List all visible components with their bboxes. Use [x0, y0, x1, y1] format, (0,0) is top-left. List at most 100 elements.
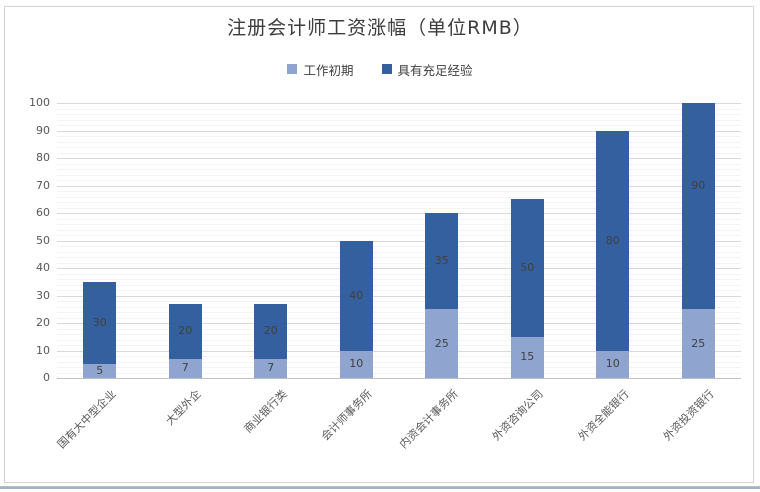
minor-gridline	[57, 334, 741, 335]
minor-gridline	[57, 207, 741, 209]
minor-gridline	[57, 328, 741, 330]
minor-gridline	[57, 279, 741, 280]
minor-gridline	[57, 218, 741, 220]
minor-gridline	[57, 301, 741, 302]
legend-item-experienced: 具有充足经验	[381, 60, 473, 79]
data-label-experienced: 40	[349, 288, 364, 302]
y-axis-tick-label: 40	[36, 261, 50, 274]
data-label-early-career: 10	[605, 357, 620, 371]
minor-gridline	[57, 290, 741, 291]
bar-segment-early-career	[596, 350, 630, 378]
y-axis-tick-label: 60	[36, 206, 50, 219]
minor-gridline	[57, 180, 741, 181]
bar-segment-early-career	[510, 336, 544, 378]
bar-segment-early-career	[254, 358, 288, 378]
x-axis-line	[57, 378, 741, 379]
y-axis-tick-label: 50	[36, 233, 50, 247]
minor-gridline	[57, 257, 741, 258]
data-label-early-career: 7	[267, 361, 275, 375]
data-label-early-career: 10	[349, 357, 364, 371]
minor-gridline	[57, 196, 741, 198]
major-gridline	[57, 158, 741, 159]
minor-gridline	[57, 125, 741, 126]
legend-label-experienced: 具有充足经验	[397, 62, 473, 78]
y-axis-tick-label: 100	[29, 96, 50, 109]
y-axis-tick-label: 90	[36, 123, 50, 137]
minor-gridline	[57, 169, 741, 170]
minor-gridline	[57, 246, 741, 247]
major-gridline	[57, 103, 741, 104]
minor-gridline	[57, 202, 741, 203]
bar-segment-experienced	[339, 240, 373, 351]
minor-gridline	[57, 284, 741, 286]
minor-gridline	[57, 361, 741, 363]
minor-gridline	[57, 345, 741, 346]
data-label-experienced: 35	[434, 254, 449, 268]
major-gridline	[57, 213, 741, 214]
bar-segment-experienced	[168, 303, 202, 359]
major-gridline	[57, 350, 741, 352]
bar-segment-experienced	[83, 281, 117, 365]
data-label-early-career: 5	[96, 364, 104, 378]
minor-gridline	[57, 372, 741, 374]
data-label-early-career: 25	[434, 336, 449, 350]
data-label-experienced: 50	[520, 261, 535, 274]
y-axis-tick-label: 80	[36, 151, 50, 164]
bar-segment-early-career	[339, 350, 373, 378]
bar-segment-experienced	[425, 213, 459, 310]
major-gridline	[57, 323, 741, 324]
legend-swatch-experienced	[381, 64, 392, 74]
minor-gridline	[57, 136, 741, 137]
minor-gridline	[57, 174, 741, 176]
major-gridline	[57, 130, 741, 132]
data-label-experienced: 90	[691, 178, 706, 192]
data-label-experienced: 80	[605, 233, 620, 247]
bar-segment-early-career	[425, 309, 459, 378]
minor-gridline	[57, 367, 741, 368]
data-label-early-career: 15	[520, 350, 535, 364]
minor-gridline	[57, 356, 741, 357]
adjacent-object-edge	[0, 486, 760, 489]
y-axis-tick-label: 20	[36, 316, 50, 329]
minor-gridline	[57, 141, 741, 143]
data-label-early-career: 7	[181, 361, 189, 375]
bar-segment-early-career	[168, 358, 202, 378]
minor-gridline	[57, 229, 741, 231]
bar-segment-early-career	[83, 364, 117, 378]
y-axis-tick-label: 10	[36, 343, 50, 357]
legend-item-early-career: 工作初期	[287, 60, 354, 79]
minor-gridline	[57, 108, 741, 110]
legend-label-early-career: 工作初期	[303, 62, 354, 78]
y-axis-tick-label: 30	[36, 288, 50, 302]
minor-gridline	[57, 306, 741, 308]
data-label-experienced: 20	[178, 324, 193, 338]
data-label-experienced: 30	[92, 316, 107, 329]
bar-segment-experienced	[596, 130, 630, 351]
data-label-early-career: 25	[691, 336, 706, 350]
bar-segment-experienced	[254, 303, 288, 359]
minor-gridline	[57, 317, 741, 319]
y-axis-tick-label: 0	[43, 371, 50, 384]
major-gridline	[57, 295, 741, 297]
minor-gridline	[57, 262, 741, 264]
bar-segment-experienced	[510, 199, 544, 337]
minor-gridline	[57, 224, 741, 225]
data-label-experienced: 20	[263, 324, 278, 338]
minor-gridline	[57, 251, 741, 253]
minor-gridline	[57, 163, 741, 165]
y-axis-tick-label: 70	[36, 178, 50, 192]
minor-gridline	[57, 114, 741, 115]
major-gridline	[57, 240, 741, 242]
minor-gridline	[57, 339, 741, 341]
minor-gridline	[57, 147, 741, 148]
minor-gridline	[57, 273, 741, 275]
minor-gridline	[57, 235, 741, 236]
bar-segment-early-career	[681, 309, 715, 378]
chart-title: 注册会计师工资涨幅（单位RMB）	[227, 17, 533, 39]
major-gridline	[57, 185, 741, 187]
bar-segment-experienced	[681, 103, 715, 310]
minor-gridline	[57, 119, 741, 121]
minor-gridline	[57, 312, 741, 313]
minor-gridline	[57, 191, 741, 192]
